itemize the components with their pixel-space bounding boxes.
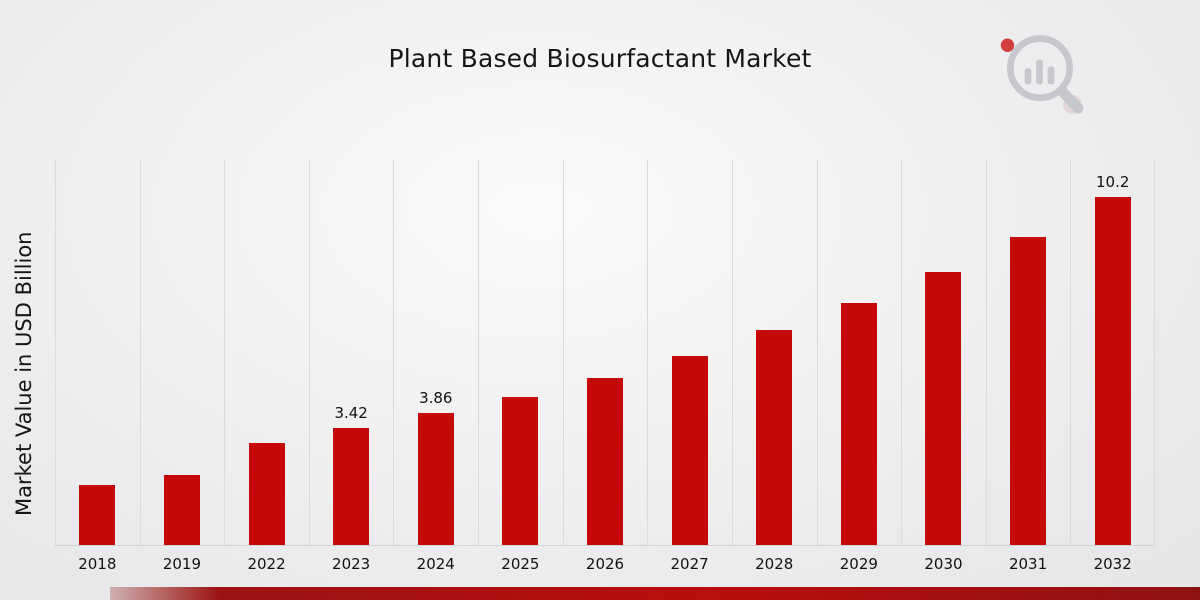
grid-line <box>308 160 310 545</box>
logo-bar-icon <box>1047 66 1055 85</box>
x-tick-label-2023: 2023 <box>332 555 371 573</box>
x-tick-label-2019: 2019 <box>162 555 202 573</box>
x-tick-label-2026: 2026 <box>585 555 625 573</box>
grid-line <box>1154 160 1155 545</box>
bar-2031 <box>1010 237 1047 545</box>
grid-line <box>478 160 480 545</box>
grid-line <box>731 160 733 545</box>
magnifier-handle-icon <box>1056 85 1084 114</box>
footer-accent-bar <box>110 587 1200 600</box>
bar-2018 <box>79 485 116 545</box>
x-tick-label-2032: 2032 <box>1093 555 1132 573</box>
chart-magnifier-logo <box>1000 35 1084 115</box>
grid-line <box>55 160 56 545</box>
x-tick-label-2025: 2025 <box>501 555 540 573</box>
y-axis-label: Market Value in USD Billion <box>12 231 36 516</box>
grid-line <box>139 160 141 545</box>
grid-line <box>816 160 818 545</box>
bar-value-label-2032: 10.2 <box>1095 173 1130 191</box>
grid-line <box>647 160 649 545</box>
bar-value-label-2024: 3.86 <box>419 389 453 407</box>
plot-area: 2018 2019 2022 3.42 2023 3.86 2024 2025 2026 2027… <box>55 160 1155 573</box>
grid-line <box>985 160 987 545</box>
logo-bar-icon <box>1036 59 1043 85</box>
bar-2022 <box>248 443 285 545</box>
bar-value-label-2023: 3.42 <box>334 404 368 422</box>
bar-2023 <box>333 428 370 545</box>
x-tick-label-2024: 2024 <box>416 555 455 573</box>
grid-line <box>224 160 226 545</box>
x-tick-label-2018: 2018 <box>78 555 117 573</box>
grid-line <box>1070 160 1072 545</box>
bar-2028 <box>756 330 793 545</box>
x-tick-label-2027: 2027 <box>670 555 709 573</box>
logo-red-dot-icon <box>1000 38 1015 52</box>
bar-2030 <box>925 272 962 545</box>
grid-line <box>393 160 395 545</box>
x-tick-label-2028: 2028 <box>755 555 794 573</box>
x-tick-label-2022: 2022 <box>247 555 286 573</box>
logo-bar-icon <box>1024 68 1032 85</box>
magnifier-lens-icon <box>1007 35 1073 102</box>
bar-2025 <box>502 397 539 545</box>
grid-line <box>901 160 903 545</box>
bar-2024 <box>417 413 454 545</box>
x-tick-label-2029: 2029 <box>839 555 878 573</box>
page-title: Plant Based Biosurfactant Market <box>388 44 812 73</box>
bar-2027 <box>671 356 708 545</box>
bar-2029 <box>840 303 877 545</box>
grid-line <box>562 160 564 545</box>
bar-2026 <box>587 378 623 545</box>
bar-2019 <box>163 475 200 545</box>
bar-2032 <box>1094 197 1131 545</box>
x-tick-label-2030: 2030 <box>924 555 963 573</box>
x-tick-label-2031: 2031 <box>1008 555 1048 573</box>
